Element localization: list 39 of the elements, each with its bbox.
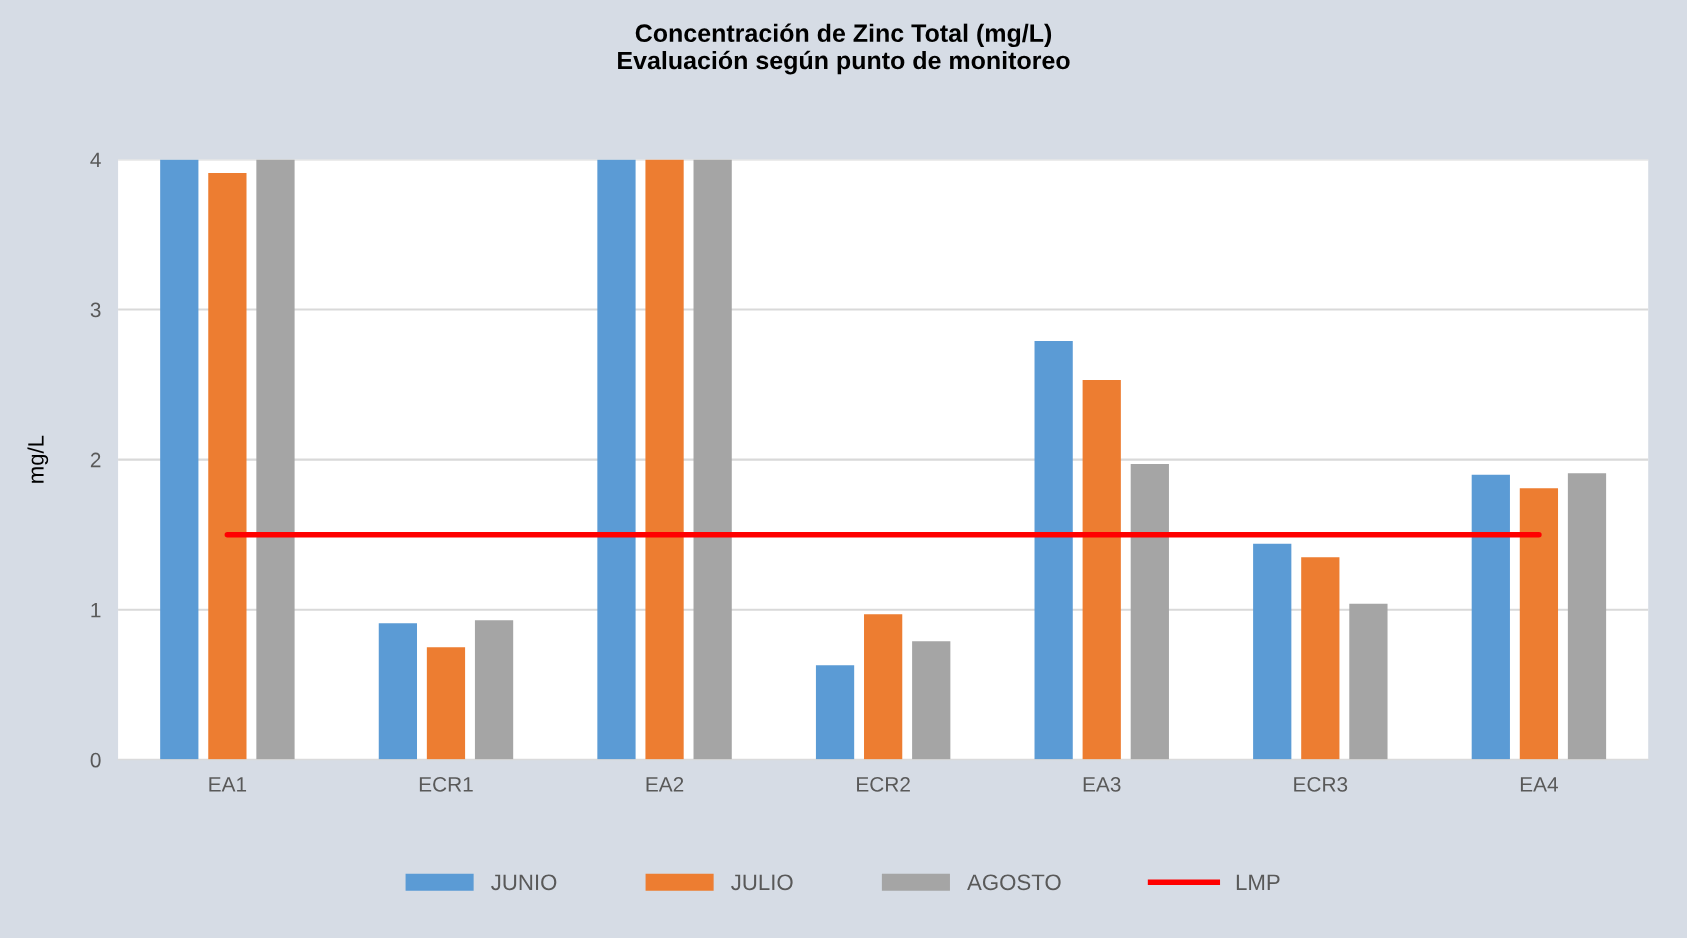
bar (1034, 341, 1073, 760)
y-tick-label: 4 (90, 152, 101, 168)
bar (864, 614, 903, 760)
bar (1471, 474, 1510, 760)
bar (1301, 557, 1340, 760)
bar (1567, 473, 1607, 760)
y-axis-title: mg/L (27, 435, 49, 483)
x-tick-label: ECR3 (1294, 777, 1348, 792)
bar (815, 665, 855, 760)
y-tick-label: 3 (90, 302, 101, 318)
bar (693, 159, 732, 760)
x-tick-label: EA2 (646, 777, 684, 792)
legend-label: AGOSTO (967, 874, 1061, 891)
bar (378, 623, 418, 760)
bar (597, 159, 636, 760)
bar (1082, 380, 1121, 760)
chart-title: Concentración de Zinc Total (mg/L) Evaluación según punto de monitoreo (618, 23, 1070, 75)
bar (1130, 464, 1169, 760)
bar (474, 620, 514, 760)
legend-label: JUNIO (491, 874, 557, 891)
x-tick-label: EA3 (1083, 777, 1121, 792)
y-tick-label: 0 (90, 752, 101, 768)
bar (1349, 603, 1388, 760)
bar (160, 159, 199, 760)
x-tick-label: EA1 (209, 777, 247, 792)
x-tick-label: EA4 (1520, 777, 1558, 792)
bar (912, 641, 951, 760)
bar (645, 159, 684, 760)
x-tick-label: ECR1 (419, 777, 473, 792)
legend-label: JULIO (731, 874, 793, 891)
bar (1519, 488, 1559, 760)
y-tick-label: 2 (90, 452, 101, 468)
x-tick-label: ECR2 (857, 777, 910, 792)
bar (426, 647, 466, 760)
bar (1253, 543, 1292, 760)
bar (256, 159, 295, 760)
y-tick-label: 1 (91, 602, 101, 618)
bar (208, 172, 247, 760)
legend-label: LMP (1236, 874, 1280, 890)
